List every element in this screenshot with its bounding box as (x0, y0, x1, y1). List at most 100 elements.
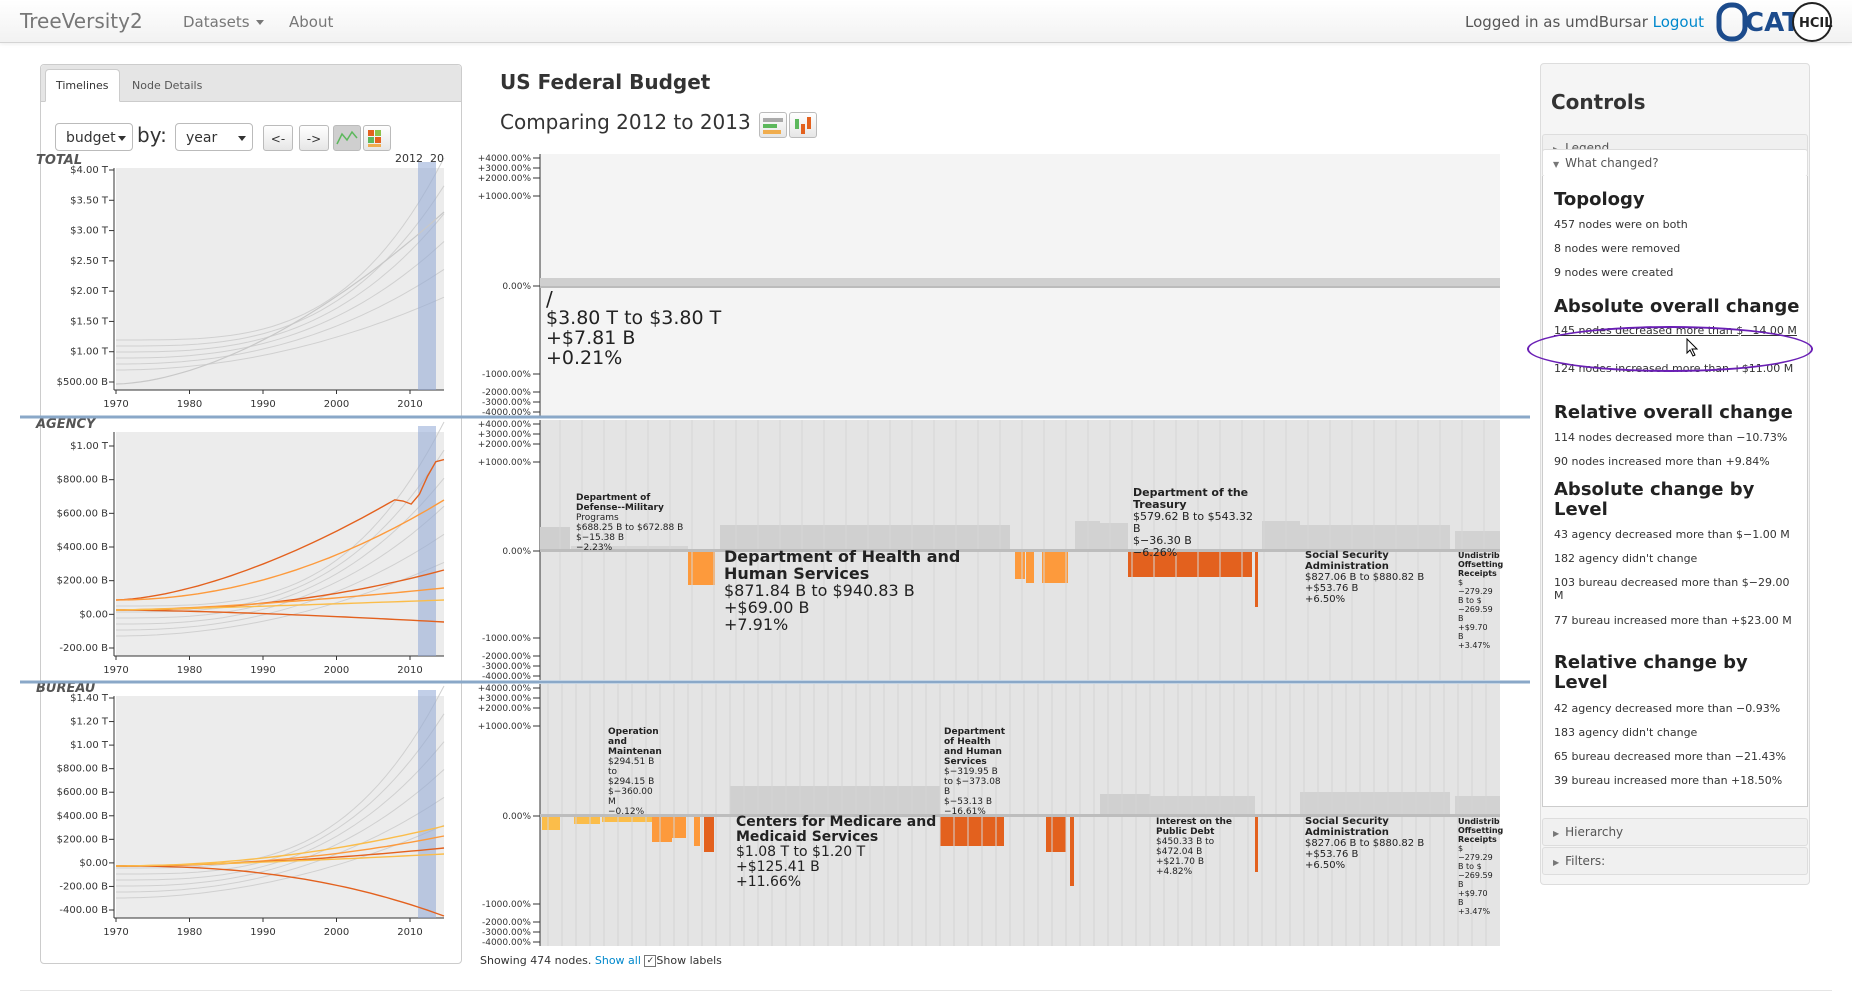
topology-item[interactable]: 457 nodes were on both (1554, 218, 1688, 231)
bar-view-button[interactable] (789, 112, 817, 138)
node-bar (704, 816, 714, 852)
node-label: −269.59 (1458, 605, 1493, 614)
node-label: −279.29 (1458, 853, 1493, 862)
node-bar (1100, 794, 1150, 816)
node-label: B (1458, 898, 1464, 907)
abs-level-item[interactable]: 77 bureau increased more than +$23.00 M (1554, 614, 1792, 627)
background-series-line (116, 241, 445, 359)
chevron-right-icon: ▶ (1553, 858, 1560, 867)
y-tick-label: $400.00 B (57, 542, 109, 553)
node-label: Department of the (1133, 486, 1248, 499)
node-label: +7.91% (724, 615, 788, 634)
abs-level-item[interactable]: 103 bureau decreased more than $−29.00 M (1554, 576, 1790, 602)
rel-change-item[interactable]: 90 nodes increased more than +9.84% (1554, 455, 1770, 468)
controls-title: Controls (1551, 90, 1646, 114)
node-bar (1150, 796, 1255, 816)
bars-icon (763, 118, 783, 134)
pct-tick-label: +2000.00% (478, 174, 532, 184)
what-changed-accordion[interactable]: ▼ What changed? (1542, 149, 1808, 177)
abs-level-item[interactable]: 43 agency decreased more than $−1.00 M (1554, 528, 1790, 541)
node-label: M (608, 797, 616, 807)
show-labels-checkbox[interactable]: ✓ (644, 955, 657, 967)
selected-years-band (418, 426, 436, 656)
value-select[interactable]: budget (55, 123, 133, 151)
background-series-line (116, 477, 445, 619)
filters-accordion[interactable]: ▶ Filters: (1542, 847, 1808, 875)
node-label: Offsetting (1458, 826, 1504, 835)
background-series-line (116, 157, 445, 341)
root-bar (540, 278, 1500, 286)
node-label: +0.21% (546, 347, 622, 369)
abs-level-heading: Absolute change by Level (1554, 479, 1755, 520)
y-tick-label: $200.00 B (57, 576, 109, 587)
rel-level-item[interactable]: 39 bureau increased more than +18.50% (1554, 774, 1783, 787)
node-label: +$53.76 B (1305, 849, 1359, 860)
treemap-view-button[interactable] (759, 112, 787, 138)
y-tick-label: $3.00 T (70, 226, 109, 237)
line-chart-toggle[interactable] (333, 125, 361, 151)
rel-level-item[interactable]: 65 bureau decreased more than −21.43% (1554, 750, 1786, 763)
datasets-menu[interactable]: Datasets (183, 13, 264, 31)
rel-level-item[interactable]: 183 agency didn't change (1554, 726, 1698, 739)
pct-tick-label: -4000.00% (482, 672, 531, 682)
pct-tick-label: +1000.00% (478, 458, 532, 468)
hierarchy-accordion[interactable]: ▶ Hierarchy (1542, 818, 1808, 846)
node-label: $827.06 B to $880.82 B (1305, 572, 1424, 583)
node-bar (940, 816, 1004, 846)
node-label: $871.84 B to $940.83 B (724, 581, 915, 600)
heatmap-toggle[interactable] (363, 125, 391, 151)
x-tick-label: 1970 (103, 927, 128, 938)
x-tick-label: 1980 (177, 927, 202, 938)
node-label: +$9.70 (1458, 889, 1488, 898)
background-series-line (116, 824, 445, 899)
node-label: Interest on the (1156, 817, 1232, 827)
rel-change-item[interactable]: 114 nodes decreased more than −10.73% (1554, 431, 1788, 444)
background-series-line (116, 296, 445, 371)
period-select-text: year (186, 130, 218, 146)
node-label: −269.59 (1458, 871, 1493, 880)
background-series-line (116, 533, 445, 631)
node-label: Administration (1305, 561, 1389, 572)
background-series-line (116, 561, 445, 637)
node-label: Department of Health and (724, 547, 960, 566)
rel-level-item[interactable]: 42 agency decreased more than −0.93% (1554, 702, 1781, 715)
bureau-series-line (115, 853, 445, 867)
x-tick-label: 2000 (324, 399, 349, 410)
what-changed-body: Topology 457 nodes were on both 8 nodes … (1542, 176, 1808, 807)
tab-node-details[interactable]: Node Details (132, 79, 203, 92)
x-tick-label: 1980 (177, 399, 202, 410)
tab-timelines[interactable]: Timelines (45, 69, 120, 102)
agency-series-line (115, 599, 445, 611)
prev-button[interactable]: <- (263, 125, 293, 151)
node-bar (1300, 792, 1450, 816)
pct-tick-label: -1000.00% (482, 900, 531, 910)
hierarchy-label: Hierarchy (1565, 825, 1624, 839)
node-label: Social Security (1305, 550, 1389, 561)
app-brand[interactable]: TreeVersity2 (20, 9, 143, 33)
abs-level-item[interactable]: 182 agency didn't change (1554, 552, 1698, 565)
node-bar (1070, 816, 1074, 886)
node-label: +$7.81 B (546, 327, 635, 349)
period-select[interactable]: year (175, 123, 253, 151)
topology-item[interactable]: 9 nodes were created (1554, 266, 1674, 279)
timeline-level-label: TOTAL (36, 153, 82, 168)
heatmap-icon (368, 130, 381, 147)
topology-item[interactable]: 8 nodes were removed (1554, 242, 1681, 255)
about-link[interactable]: About (289, 13, 334, 31)
node-label: +11.66% (736, 874, 801, 890)
pct-tick-label: +2000.00% (478, 704, 532, 714)
logout-link[interactable]: Logout (1652, 13, 1704, 31)
node-label: $ (1458, 578, 1463, 587)
node-label: Human Services (724, 564, 869, 583)
x-tick-label: 2010 (397, 927, 422, 938)
node-label: Centers for Medicare and (736, 814, 936, 830)
show-labels-text: Show labels (656, 954, 722, 967)
node-label: and (608, 737, 627, 747)
show-all-link[interactable]: Show all (594, 954, 641, 967)
node-bar (1042, 551, 1068, 583)
selected-years-band (418, 162, 436, 390)
x-tick-label: 1980 (177, 665, 202, 676)
pct-tick-label: +4000.00% (478, 684, 532, 694)
next-button[interactable]: -> (299, 125, 329, 151)
left-tabs: Timelines Node Details (41, 65, 461, 102)
